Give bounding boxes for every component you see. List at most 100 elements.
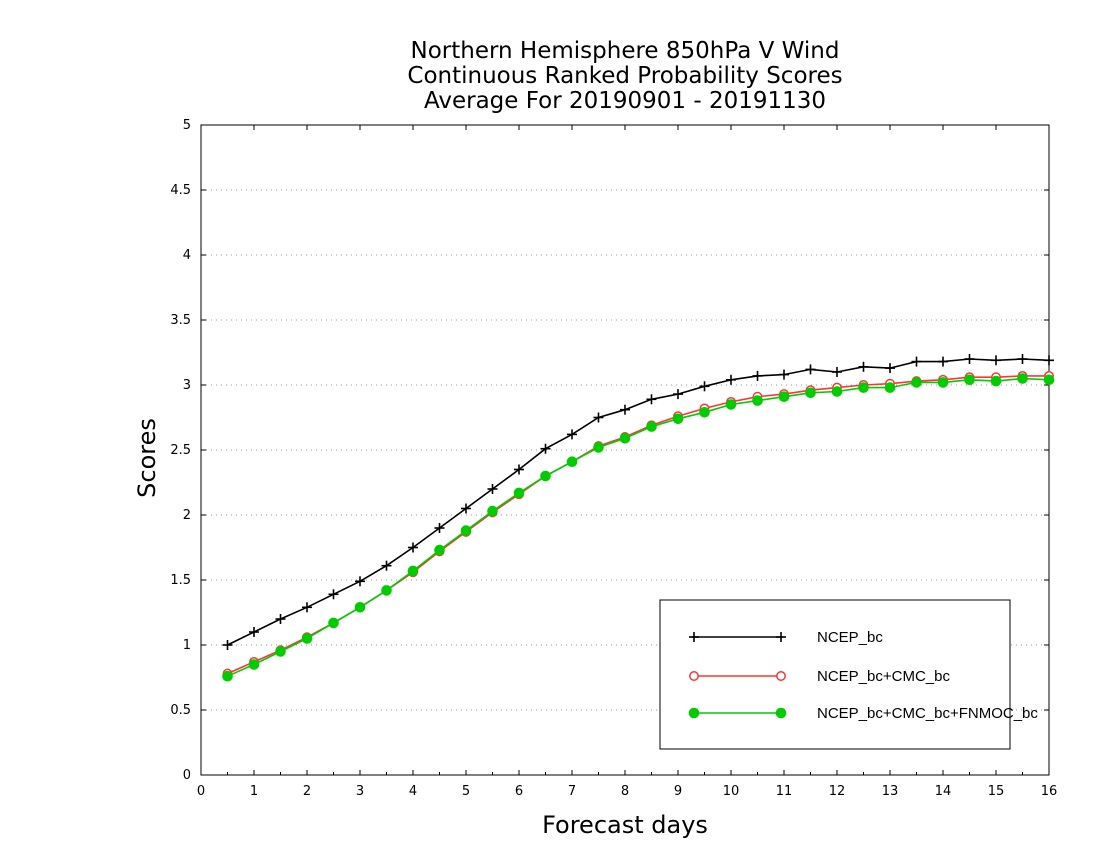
y-tick-label: 1 <box>183 638 191 653</box>
data-point <box>381 585 392 596</box>
x-axis: 0 1 2 3 4 5 6 7 8 9 10 11 12 13 14 15 16 <box>197 125 1057 799</box>
x-tick-label: 15 <box>988 784 1005 799</box>
data-point <box>619 433 631 444</box>
data-point <box>911 356 922 367</box>
y-tick-label: 4.5 <box>170 183 191 198</box>
data-point <box>937 377 949 388</box>
legend-label: NCEP_bc+CMC_bc+FNMOC_bc <box>817 705 1038 722</box>
data-point <box>699 381 710 392</box>
x-axis-label: Forecast days <box>542 811 708 839</box>
x-tick-label: 3 <box>356 784 364 799</box>
x-tick-label: 12 <box>829 784 846 799</box>
data-point <box>1044 355 1054 366</box>
data-point <box>593 412 604 423</box>
series-0 <box>222 354 1054 650</box>
data-point <box>593 442 604 453</box>
data-point <box>673 389 683 400</box>
x-tick-label: 13 <box>882 784 899 799</box>
data-point <box>964 374 975 386</box>
data-point <box>646 421 657 432</box>
data-point <box>1017 354 1028 364</box>
data-point <box>672 413 684 425</box>
data-point <box>779 369 789 380</box>
y-tick-label: 5 <box>183 118 191 133</box>
data-point <box>487 505 498 517</box>
y-tick-label: 2 <box>183 508 191 523</box>
legend-marker <box>689 632 699 642</box>
data-point <box>858 382 869 393</box>
data-point <box>646 394 657 405</box>
data-point <box>884 382 896 393</box>
chart-title-line: Continuous Ranked Probability Scores <box>407 63 842 89</box>
y-tick-label: 0 <box>183 768 191 783</box>
y-tick-label: 2.5 <box>170 443 191 458</box>
x-tick-label: 16 <box>1041 784 1058 799</box>
data-point <box>620 404 630 415</box>
legend-item: NCEP_bc <box>689 629 883 646</box>
data-point <box>355 576 365 587</box>
data-point <box>275 614 286 624</box>
data-point <box>805 364 816 375</box>
data-point <box>460 525 472 536</box>
y-tick-label: 4 <box>183 248 191 263</box>
legend-label: NCEP_bc+CMC_bc <box>817 668 950 685</box>
x-tick-label: 1 <box>250 784 258 799</box>
chart-title-line: Average For 20190901 - 20191130 <box>424 88 826 114</box>
x-tick-label: 2 <box>303 784 311 799</box>
data-point <box>805 387 816 399</box>
x-tick-label: 7 <box>568 784 576 799</box>
legend-marker <box>688 707 700 719</box>
data-point <box>938 356 948 367</box>
data-point <box>726 374 736 385</box>
legend-item: NCEP_bc+CMC_bc+FNMOC_bc <box>688 705 1038 722</box>
y-tick-label: 1.5 <box>170 573 191 588</box>
data-point <box>990 375 1002 387</box>
data-point <box>407 565 419 577</box>
y-tick-label: 3.5 <box>170 313 191 328</box>
y-tick-label: 3 <box>183 378 191 393</box>
data-point <box>752 370 763 381</box>
data-point <box>911 377 922 388</box>
x-tick-label: 11 <box>776 784 793 799</box>
data-point <box>381 560 392 571</box>
y-axis-label: Scores <box>133 418 161 498</box>
x-tick-label: 10 <box>723 784 740 799</box>
data-point <box>885 363 895 374</box>
data-point <box>487 484 498 494</box>
data-point <box>514 464 524 475</box>
data-point <box>249 627 259 637</box>
legend-item: NCEP_bc+CMC_bc <box>689 668 950 685</box>
x-tick-label: 14 <box>935 784 952 799</box>
chart-title: Northern Hemisphere 850hPa V WindContinu… <box>407 38 842 114</box>
series-line <box>227 358 1050 646</box>
legend: NCEP_bc NCEP_bc+CMC_bc NCEP_bc+CMC_bc+FNMO… <box>659 599 1038 750</box>
legend-marker <box>776 632 786 642</box>
data-point <box>434 523 445 533</box>
data-point <box>408 542 418 553</box>
data-point <box>513 487 525 499</box>
legend-box <box>659 599 1011 750</box>
data-point <box>434 544 445 556</box>
data-point <box>567 429 577 440</box>
data-point <box>354 602 366 613</box>
data-point <box>964 354 975 364</box>
data-point <box>858 361 869 372</box>
x-tick-label: 5 <box>462 784 470 799</box>
data-point <box>248 659 260 670</box>
x-tick-label: 9 <box>674 784 682 799</box>
data-point <box>301 633 313 644</box>
series-2 <box>222 373 1055 682</box>
data-point <box>275 646 286 657</box>
data-point <box>302 602 312 613</box>
legend-marker <box>776 671 786 681</box>
data-point <box>328 589 339 600</box>
data-point <box>778 391 790 403</box>
y-tick-label: 0.5 <box>170 703 191 718</box>
x-tick-label: 6 <box>515 784 523 799</box>
data-point <box>991 355 1001 366</box>
series-layer <box>222 354 1055 682</box>
data-point <box>222 670 233 682</box>
data-point <box>1017 373 1028 384</box>
x-tick-label: 0 <box>197 784 205 799</box>
